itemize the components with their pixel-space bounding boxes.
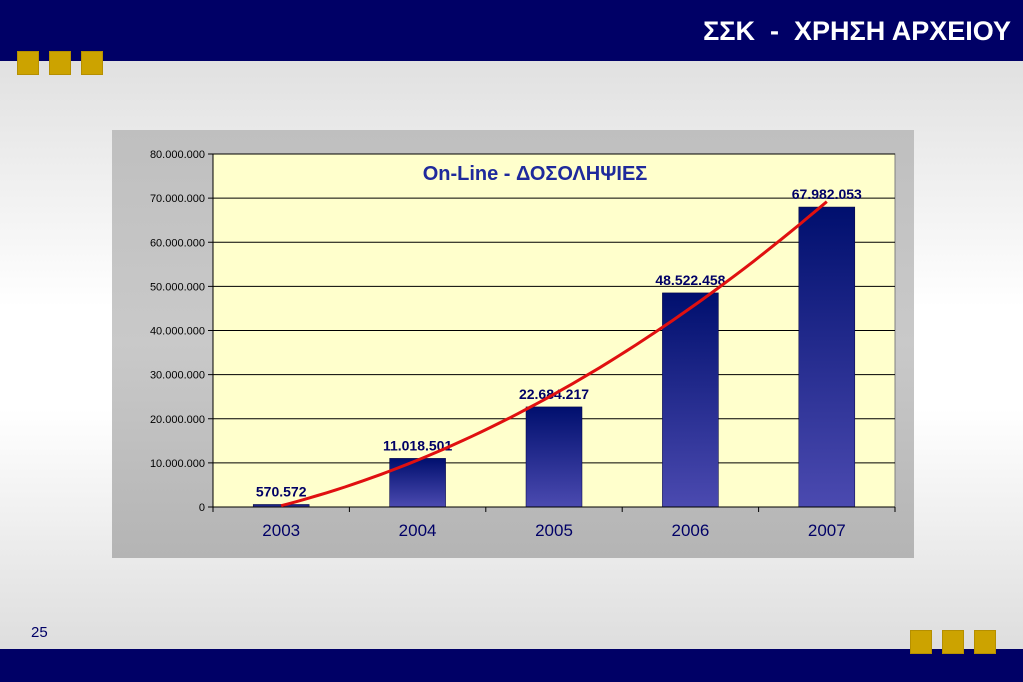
y-tick-label: 0 xyxy=(199,502,205,514)
gold-square-icon xyxy=(17,51,39,75)
gold-square-icon xyxy=(910,630,932,654)
top-bar xyxy=(0,0,1023,61)
bottom-bar xyxy=(0,649,1023,682)
page-number: 25 xyxy=(31,624,48,641)
data-label: 570.572 xyxy=(256,483,307,499)
gold-square-icon xyxy=(974,630,996,654)
bar xyxy=(798,206,856,508)
y-tick-label: 80.000.000 xyxy=(150,149,205,161)
y-tick-label: 50.000.000 xyxy=(150,281,205,293)
chart-title: On-Line - ΔΟΣΟΛΗΨΙΕΣ xyxy=(423,163,648,185)
bar xyxy=(389,458,446,508)
data-label: 48.522.458 xyxy=(655,272,725,288)
x-tick-label: 2007 xyxy=(808,521,846,540)
y-tick-label: 10.000.000 xyxy=(150,458,205,470)
data-label: 11.018.501 xyxy=(383,437,453,453)
y-tick-label: 70.000.000 xyxy=(150,193,205,205)
x-tick-label: 2004 xyxy=(399,521,437,540)
decorative-squares-top xyxy=(17,51,103,75)
data-label: 67.982.053 xyxy=(792,186,862,202)
x-tick-label: 2003 xyxy=(262,521,300,540)
chart: 0 10.000.000 20.000.000 30.000.000 40.000.00… xyxy=(150,149,896,540)
gold-square-icon xyxy=(81,51,103,75)
y-tick-label: 30.000.000 xyxy=(150,370,205,382)
slide-title: ΣΣΚ - ΧΡΗΣΗ ΑΡΧΕΙΟΥ xyxy=(703,16,1011,46)
bar xyxy=(525,406,583,508)
y-tick-label: 20.000.000 xyxy=(150,414,205,426)
x-tick-label: 2006 xyxy=(671,521,709,540)
chart-area: 0 10.000.000 20.000.000 30.000.000 40.000.00… xyxy=(112,130,914,558)
y-tick-label: 40.000.000 xyxy=(150,326,205,338)
bar xyxy=(662,292,719,508)
x-tick-label: 2005 xyxy=(535,521,573,540)
trendline xyxy=(280,200,828,508)
gold-square-icon xyxy=(49,51,71,75)
decorative-squares-bottom xyxy=(910,630,996,654)
gold-square-icon xyxy=(942,630,964,654)
y-tick-label: 60.000.000 xyxy=(150,237,205,249)
